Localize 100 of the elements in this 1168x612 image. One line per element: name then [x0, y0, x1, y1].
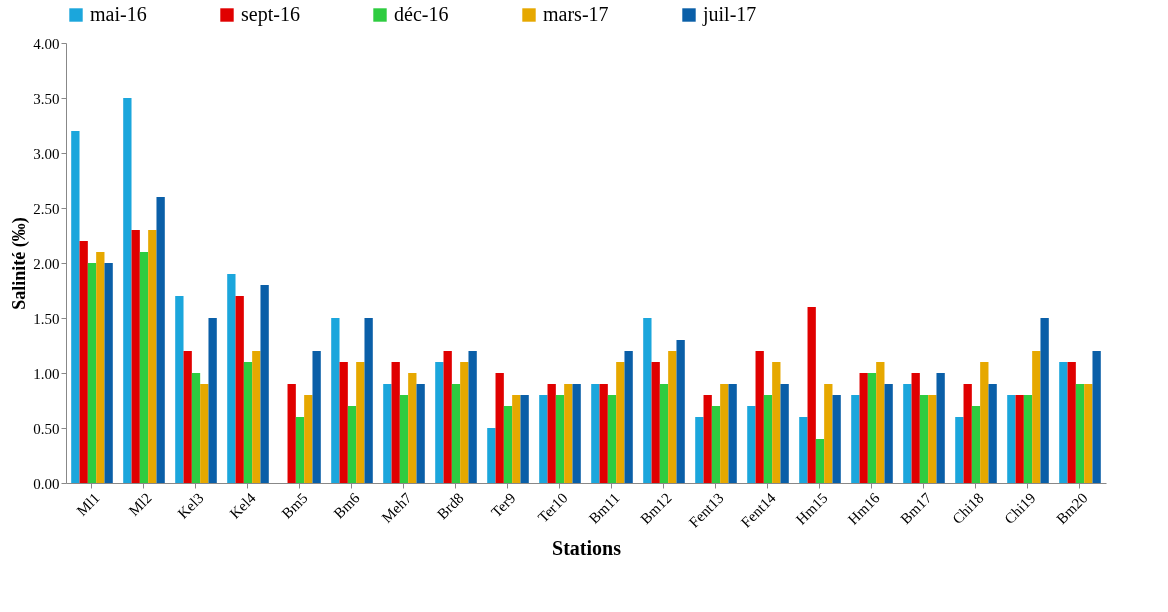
bar	[416, 384, 425, 483]
bar	[391, 362, 400, 483]
bar	[148, 230, 157, 483]
bar	[564, 384, 573, 483]
x-tick-label: Ml1	[73, 489, 103, 519]
bar	[919, 395, 929, 483]
bar	[123, 98, 132, 483]
bar	[460, 362, 469, 483]
bar	[607, 395, 617, 483]
legend-label: mai-16	[90, 3, 147, 25]
bar	[287, 384, 296, 483]
bar	[131, 230, 140, 483]
bar	[87, 263, 97, 483]
bar	[260, 285, 269, 483]
bar	[763, 395, 773, 483]
bar	[139, 252, 149, 483]
bar	[676, 340, 685, 483]
y-tick-label: 0.00	[33, 475, 60, 492]
bar	[711, 406, 721, 483]
bar	[555, 395, 565, 483]
bar	[1032, 351, 1041, 483]
bar	[547, 384, 556, 483]
bar	[851, 395, 860, 483]
bar	[383, 384, 392, 483]
bar	[512, 395, 521, 483]
bar	[243, 362, 253, 483]
y-tick-label: 4.00	[33, 35, 60, 52]
bar	[720, 384, 729, 483]
y-tick-label: 3.00	[33, 145, 60, 162]
bar	[936, 373, 945, 483]
bar	[824, 384, 833, 483]
bar	[156, 197, 165, 483]
bar	[208, 318, 217, 483]
bar	[191, 373, 201, 483]
bar	[1075, 384, 1085, 483]
legend-label: déc-16	[394, 3, 449, 25]
bar	[356, 362, 365, 483]
bar	[79, 241, 88, 483]
y-tick-label: 0.50	[33, 420, 60, 437]
bar	[911, 373, 920, 483]
bar	[963, 384, 972, 483]
bar	[884, 384, 893, 483]
bar	[703, 395, 712, 483]
bar	[832, 395, 841, 483]
bar	[1015, 395, 1024, 483]
bar	[408, 373, 417, 483]
bar	[1007, 395, 1016, 483]
bar	[1084, 384, 1093, 483]
bar	[859, 373, 868, 483]
bar	[312, 351, 321, 483]
bar	[807, 307, 816, 483]
bar	[971, 406, 981, 483]
bar	[399, 395, 409, 483]
bar	[487, 428, 496, 483]
bar	[451, 384, 461, 483]
bar	[980, 362, 989, 483]
bar	[1092, 351, 1101, 483]
bar	[339, 362, 348, 483]
bar	[304, 395, 313, 483]
bar	[755, 351, 764, 483]
y-axis-title: Salinité (‰)	[9, 217, 31, 310]
bar	[227, 274, 236, 483]
bar	[591, 384, 600, 483]
y-tick-label: 2.00	[33, 255, 60, 272]
bar	[468, 351, 477, 483]
bar	[651, 362, 660, 483]
bar	[728, 384, 737, 483]
bar	[96, 252, 105, 483]
legend-label: mars-17	[543, 3, 609, 25]
bar	[503, 406, 513, 483]
bar	[520, 395, 529, 483]
bar	[1023, 395, 1033, 483]
bar	[364, 318, 373, 483]
x-tick-label: Ml2	[125, 489, 155, 519]
bar	[876, 362, 885, 483]
bar	[435, 362, 444, 483]
bar	[572, 384, 581, 483]
bar	[695, 417, 704, 483]
bar	[200, 384, 209, 483]
bar	[104, 263, 113, 483]
bar	[235, 296, 244, 483]
bar	[747, 406, 756, 483]
bar	[331, 318, 340, 483]
bar	[1067, 362, 1076, 483]
bar	[780, 384, 789, 483]
y-tick-label: 3.50	[33, 90, 60, 107]
bar	[71, 131, 80, 483]
y-tick-label: 2.50	[33, 200, 60, 217]
bar	[295, 417, 305, 483]
bar	[495, 373, 504, 483]
bar	[183, 351, 192, 483]
bar	[599, 384, 608, 483]
legend-label: sept-16	[241, 3, 300, 26]
bar	[903, 384, 912, 483]
bar	[624, 351, 633, 483]
bar	[659, 384, 669, 483]
bar	[988, 384, 997, 483]
bar	[815, 439, 825, 483]
bar	[252, 351, 261, 483]
bar	[539, 395, 548, 483]
